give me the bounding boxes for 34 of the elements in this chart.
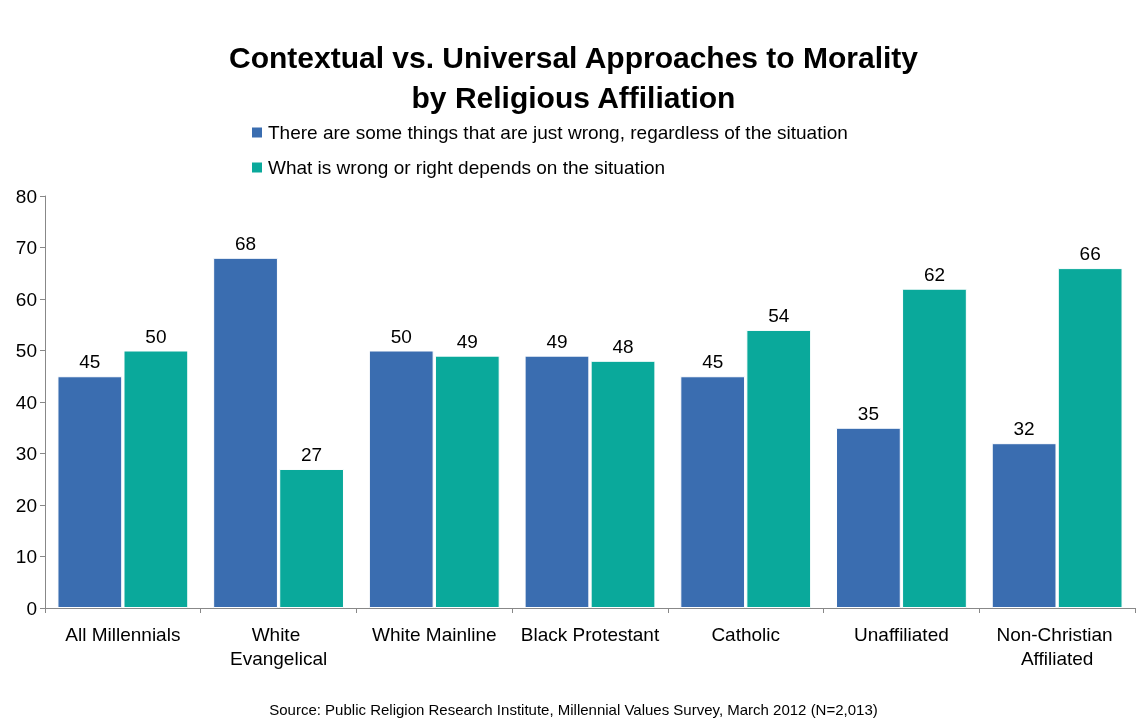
data-label: 27 bbox=[301, 443, 323, 465]
data-label: 62 bbox=[923, 263, 946, 285]
x-tick-label: White Mainline bbox=[371, 623, 497, 645]
legend-label: What is wrong or right depends on the situation bbox=[268, 157, 666, 178]
data-label: 45 bbox=[79, 351, 101, 373]
x-tick-label: All Millennials bbox=[65, 623, 181, 645]
source-note: Source: Public Religion Research Institute, Millennial Values Survey, March 2012 (N=2,013) bbox=[269, 701, 878, 718]
data-label: 45 bbox=[702, 351, 724, 373]
y-tick-label: 80 bbox=[15, 185, 37, 207]
data-label: 48 bbox=[612, 335, 634, 357]
data-label: 66 bbox=[1079, 243, 1101, 265]
data-label: 49 bbox=[456, 330, 478, 352]
data-label: 35 bbox=[857, 402, 879, 424]
data-label: 50 bbox=[390, 325, 412, 347]
data-label: 50 bbox=[145, 325, 167, 347]
x-tick-label: Non-Christian Affiliated bbox=[996, 623, 1118, 669]
data-label: 32 bbox=[1013, 418, 1035, 440]
data-label: 68 bbox=[234, 232, 257, 254]
x-tick-label: Unaffiliated bbox=[854, 623, 949, 645]
y-tick-label: 30 bbox=[15, 443, 37, 464]
data-label: 49 bbox=[546, 330, 568, 352]
y-tick-label: 0 bbox=[26, 597, 37, 619]
y-tick-label: 40 bbox=[15, 391, 37, 413]
y-tick-label: 10 bbox=[15, 546, 37, 567]
data-label: 54 bbox=[768, 304, 790, 326]
y-tick-label: 70 bbox=[15, 237, 37, 258]
y-tick-label: 20 bbox=[15, 494, 37, 516]
x-tick-label: Black Protestant bbox=[520, 623, 660, 645]
x-tick-label: White Evangelical bbox=[229, 623, 328, 669]
legend-label: There are some things that are just wrong, regardless of the situation bbox=[268, 122, 848, 143]
chart-title: Contextual vs. Universal Approaches to Morality by Religious Affiliation bbox=[228, 40, 919, 114]
y-tick-label: 50 bbox=[15, 340, 37, 361]
x-tick-label: Catholic bbox=[711, 623, 781, 645]
y-tick-label: 60 bbox=[15, 288, 37, 310]
